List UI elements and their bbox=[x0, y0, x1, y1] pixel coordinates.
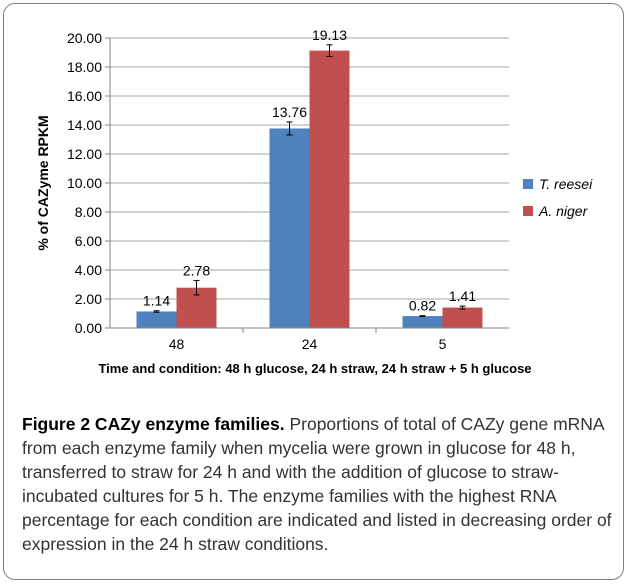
y-tick-label: 8.00 bbox=[75, 204, 102, 220]
data-label: 1.14 bbox=[143, 293, 170, 309]
y-tick-label: 16.00 bbox=[67, 88, 102, 104]
bar bbox=[442, 307, 483, 328]
y-axis-ticks: 0.00 2.00 4.00 6.00 8.00 10.00 12.00 14.00 16.00… bbox=[67, 30, 110, 336]
y-axis-label: % of CAZyme RPKM bbox=[35, 115, 51, 250]
bar bbox=[269, 128, 310, 328]
y-tick-label: 14.00 bbox=[67, 117, 102, 133]
legend-swatch bbox=[523, 206, 533, 216]
x-category-label: 5 bbox=[439, 336, 447, 352]
y-tick-label: 18.00 bbox=[67, 59, 102, 75]
data-label: 13.76 bbox=[272, 104, 307, 120]
figure-caption: Figure 2 CAZy enzyme families. Proportio… bbox=[22, 412, 614, 556]
bars: 1.14 2.78 13.76 19.13 0.82 1.41 bbox=[136, 27, 483, 329]
bar bbox=[402, 316, 443, 328]
data-label: 2.78 bbox=[183, 262, 210, 278]
y-tick-label: 6.00 bbox=[75, 233, 102, 249]
x-category-label: 48 bbox=[169, 336, 185, 352]
data-label: 1.41 bbox=[449, 288, 476, 304]
legend-label: A. niger bbox=[538, 203, 589, 219]
caption-label: Figure 2 CAZy enzyme families. bbox=[22, 414, 285, 434]
x-axis-categories: 48 24 5 bbox=[169, 328, 447, 352]
bar-chart: 1.14 2.78 13.76 19.13 0.82 1.41 0.00 2.00 4.00 6… bbox=[35, 27, 593, 376]
y-tick-label: 2.00 bbox=[75, 291, 102, 307]
y-tick-label: 0.00 bbox=[75, 320, 102, 336]
data-label: 19.13 bbox=[312, 27, 347, 43]
caption-text: Proportions of total of CAZy gene mRNA f… bbox=[22, 414, 612, 554]
data-label: 0.82 bbox=[409, 298, 436, 314]
y-tick-label: 4.00 bbox=[75, 262, 102, 278]
bar bbox=[136, 311, 177, 328]
legend-label: T. reesei bbox=[539, 176, 593, 192]
y-tick-label: 10.00 bbox=[67, 175, 102, 191]
bar bbox=[309, 50, 350, 329]
legend-swatch bbox=[523, 179, 533, 189]
y-tick-label: 12.00 bbox=[67, 146, 102, 162]
x-axis-label: Time and condition: 48 h glucose, 24 h s… bbox=[98, 361, 531, 376]
legend: T. reesei A. niger bbox=[523, 176, 593, 219]
y-tick-label: 20.00 bbox=[67, 30, 102, 46]
x-category-label: 24 bbox=[302, 336, 318, 352]
